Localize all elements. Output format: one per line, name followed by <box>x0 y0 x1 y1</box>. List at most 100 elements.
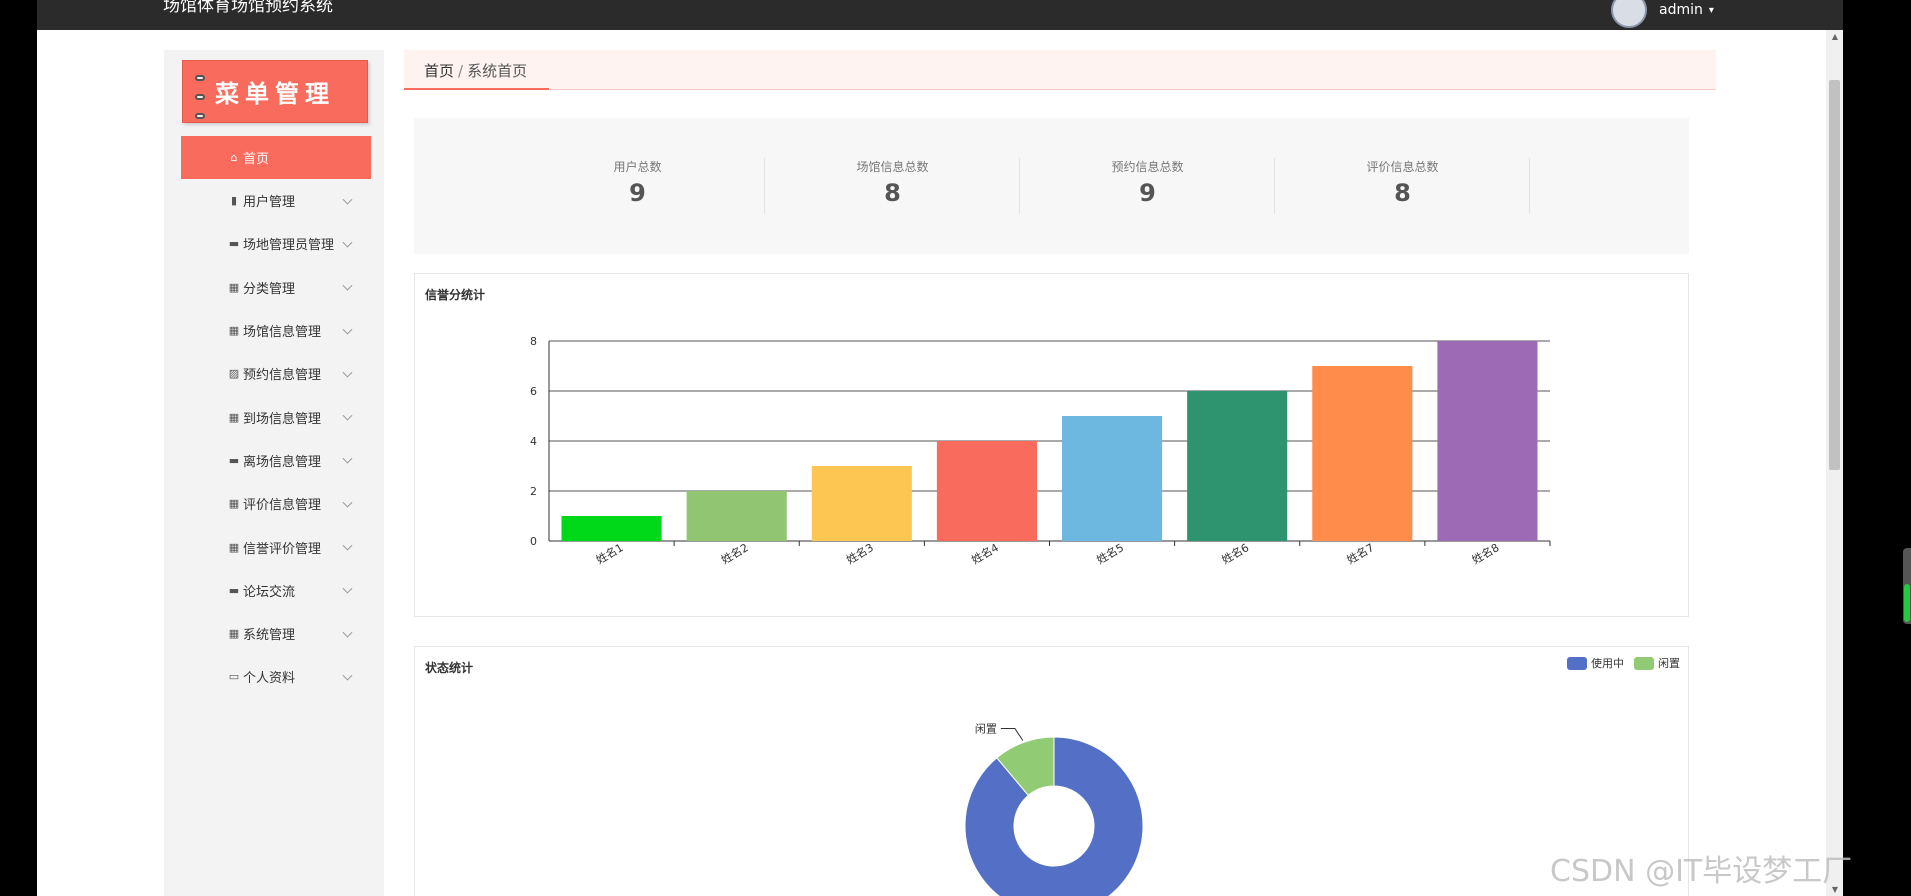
chevron-down-icon <box>342 627 353 638</box>
legend-item[interactable]: 使用中 <box>1567 655 1624 671</box>
stat-divider <box>1529 158 1530 214</box>
watermark: CSDN @IT毕设梦工厂 <box>1550 854 1853 889</box>
legend-item[interactable]: 闲置 <box>1634 655 1680 671</box>
sidebar-item-5[interactable]: ▨ 预约信息管理 <box>181 352 371 395</box>
stat-card: 用户总数 9 <box>510 158 765 214</box>
home-icon: ⌂ <box>230 151 238 164</box>
status-donut-chart: 闲置 <box>964 721 1144 896</box>
stat-card: 预约信息总数 9 <box>1020 158 1275 214</box>
y-tick-label: 4 <box>530 435 537 448</box>
sidebar-item-label: 信誉评价管理 <box>243 541 322 557</box>
pie-slice[interactable] <box>964 736 1144 896</box>
legend-label: 使用中 <box>1591 657 1624 670</box>
breadcrumb: 首页 / 系统首页 <box>404 50 1716 90</box>
chevron-down-icon <box>342 324 353 335</box>
breadcrumb-separator: / <box>458 62 464 80</box>
legend-swatch <box>1634 656 1654 670</box>
bar[interactable] <box>1437 341 1538 541</box>
chevron-down-icon <box>342 367 353 378</box>
chevron-down-icon <box>342 237 353 248</box>
bar[interactable] <box>561 516 662 541</box>
chevron-down-icon <box>342 497 353 508</box>
x-tick-label: 姓名1 <box>594 540 626 567</box>
avatar[interactable] <box>1611 0 1647 28</box>
menu-title-banner: 菜单管理 <box>182 60 368 123</box>
sidebar-item-label: 场地管理员管理 <box>243 238 335 254</box>
user-menu[interactable]: admin ▾ <box>1611 0 1714 28</box>
x-tick-label: 姓名7 <box>1344 540 1376 567</box>
chevron-down-icon <box>342 454 353 464</box>
stat-value: 9 <box>629 179 646 207</box>
chevron-down-icon <box>342 670 353 681</box>
slice-label: 闲置 <box>975 721 997 735</box>
sidebar-item-9[interactable]: ▦ 信誉评价管理 <box>181 525 371 568</box>
stat-divider <box>1019 158 1020 214</box>
menu-title-text: 菜单管理 <box>215 79 335 108</box>
sidebar-item-4[interactable]: ▦ 场馆信息管理 <box>181 309 371 352</box>
x-tick-label: 姓名4 <box>969 540 1001 567</box>
sidebar-item-label: 用户管理 <box>243 195 296 211</box>
sidebar-item-0[interactable]: ⌂ 首页 <box>181 136 371 179</box>
binder-rings-icon <box>195 75 205 132</box>
sidebar-item-1[interactable]: ▮ 用户管理 <box>181 179 371 222</box>
pie-slice[interactable] <box>996 736 1055 797</box>
bar[interactable] <box>1062 416 1163 541</box>
sidebar-item-label: 场馆信息管理 <box>243 325 322 341</box>
sidebar-item-11[interactable]: ▦ 系统管理 <box>181 612 371 655</box>
chart-title: 信誉分统计 <box>425 288 486 302</box>
credit-score-chart-card: 信誉分统计 0 2 4 6 8 姓名1 姓名2 姓名3 姓名4 姓名5 姓名6 姓名7 姓名8 <box>414 273 1689 617</box>
y-tick-label: 2 <box>530 485 537 498</box>
clipboard-icon: ▮ <box>230 194 238 208</box>
sidebar-item-8[interactable]: ▦ 评价信息管理 <box>181 482 371 525</box>
bar[interactable] <box>1187 391 1288 541</box>
breadcrumb-active-underline <box>404 88 549 90</box>
chevron-down-icon <box>342 583 353 594</box>
grid-icon: ▦ <box>228 410 240 424</box>
sidebar-item-12[interactable]: ▭ 个人资料 <box>181 655 371 698</box>
side-widget-handle[interactable] <box>1903 548 1911 624</box>
bar[interactable] <box>936 441 1037 541</box>
stat-label: 预约信息总数 <box>1111 160 1184 174</box>
legend-label: 闲置 <box>1658 657 1680 670</box>
bar[interactable] <box>1312 366 1413 541</box>
chevron-down-icon <box>342 280 353 291</box>
grid-icon: ▦ <box>228 324 240 338</box>
sidebar-item-10[interactable]: ▬ 论坛交流 <box>181 569 371 612</box>
sidebar-item-6[interactable]: ▦ 到场信息管理 <box>181 395 371 438</box>
sidebar-item-label: 评价信息管理 <box>243 498 322 514</box>
stat-label: 用户总数 <box>613 160 662 174</box>
app-title: 场馆体育场馆预约系统 <box>163 0 333 16</box>
scroll-up-icon[interactable]: ▲ <box>1831 32 1838 41</box>
status-chart-card: 状态统计 使用中 闲置 闲置 <box>414 646 1689 896</box>
slice-label-line <box>1000 727 1024 741</box>
bar[interactable] <box>686 491 787 541</box>
x-tick-label: 姓名3 <box>844 540 876 567</box>
sidebar-item-2[interactable]: ▬ 场地管理员管理 <box>181 222 371 265</box>
stat-label: 场馆信息总数 <box>856 160 929 174</box>
grid-icon: ▦ <box>228 497 240 511</box>
scrollbar-thumb[interactable] <box>1829 80 1840 470</box>
sidebar-item-7[interactable]: ▬ 离场信息管理 <box>181 439 371 482</box>
credit-score-bar-chart: 0 2 4 6 8 姓名1 姓名2 姓名3 姓名4 姓名5 姓名6 姓名7 姓名8 <box>530 335 1551 567</box>
stat-value: 8 <box>1394 179 1411 207</box>
chart-icon: ▨ <box>228 367 240 381</box>
stat-card: 场馆信息总数 8 <box>765 158 1020 214</box>
sidebar-item-label: 离场信息管理 <box>243 454 322 470</box>
sidebar-item-3[interactable]: ▦ 分类管理 <box>181 266 371 309</box>
breadcrumb-home[interactable]: 首页 <box>424 62 455 80</box>
sidebar-item-label: 首页 <box>243 152 270 167</box>
user-name: admin <box>1659 2 1703 18</box>
x-tick-label: 姓名8 <box>1469 540 1501 567</box>
scroll-down-icon[interactable]: ▼ <box>1831 885 1838 894</box>
stat-value: 9 <box>1139 179 1156 207</box>
page-scrollbar[interactable]: ▲ ▼ <box>1826 30 1843 896</box>
x-tick-label: 姓名5 <box>1094 540 1126 567</box>
app-viewport: 场馆体育场馆预约系统 admin ▾ 菜单管理 ⌂ 首页 ▮ 用户管理 ▬ 场地管理员管理… <box>37 0 1843 896</box>
bar[interactable] <box>811 466 912 541</box>
sidebar-item-label: 分类管理 <box>243 281 296 297</box>
pin-icon: ▬ <box>228 237 240 251</box>
chevron-down-icon: ▾ <box>1708 4 1714 16</box>
y-tick-label: 6 <box>530 385 537 398</box>
sidebar: 菜单管理 ⌂ 首页 ▮ 用户管理 ▬ 场地管理员管理 ▦ 分类管理 ▦ 场馆信息管理 ▨ 预约信息管理… <box>164 50 384 896</box>
chevron-down-icon <box>342 540 353 551</box>
